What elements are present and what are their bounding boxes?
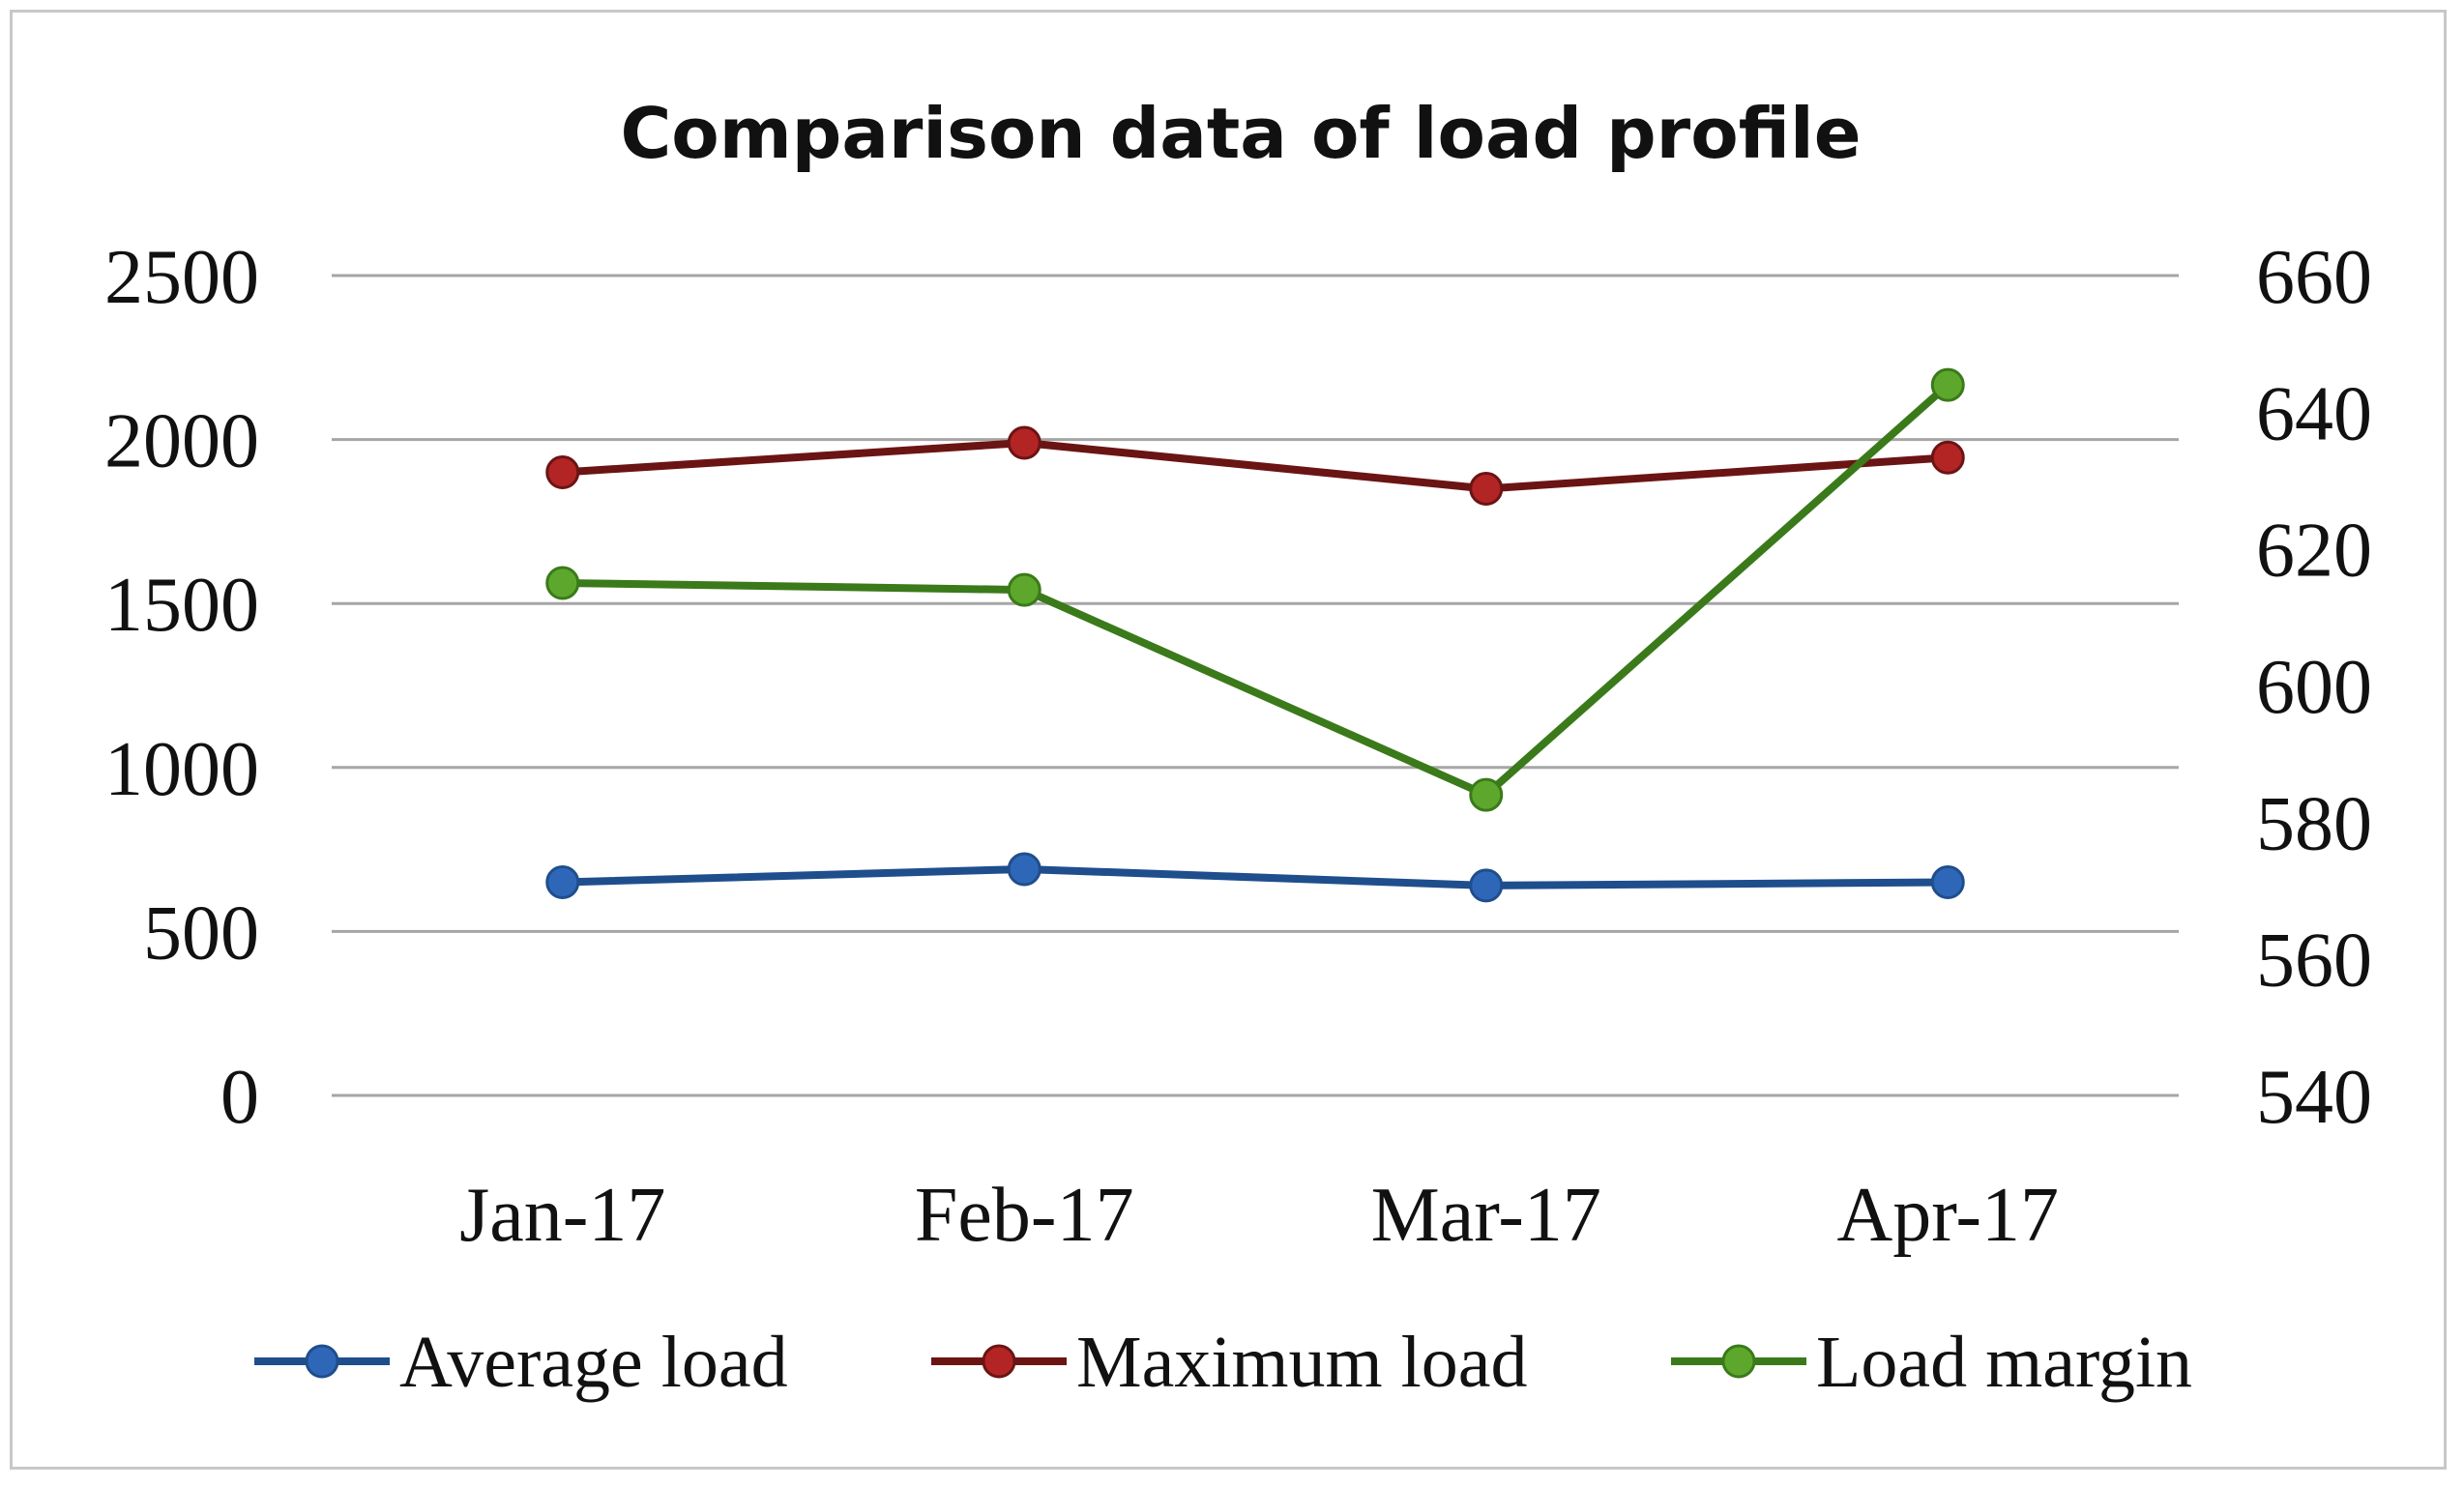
left-tick-label: 0 bbox=[220, 1055, 259, 1140]
series-layer bbox=[545, 367, 1965, 903]
left-tick-label: 500 bbox=[143, 890, 259, 976]
data-point bbox=[1007, 852, 1041, 887]
right-axis-ticks: 540 560 580 600 620 640 660 bbox=[2256, 235, 2372, 1140]
legend-item-maximum-load: Maximum load bbox=[931, 1322, 1528, 1403]
left-tick-label: 2500 bbox=[104, 235, 259, 320]
chart-title: Comparison data of load profile bbox=[620, 93, 1861, 174]
data-point bbox=[1469, 868, 1504, 903]
series-load-margin bbox=[545, 367, 1965, 812]
data-point bbox=[1930, 440, 1965, 475]
grid-layer bbox=[332, 274, 2179, 1097]
series-line bbox=[562, 864, 1949, 889]
data-point bbox=[1469, 777, 1504, 812]
data-point bbox=[1007, 572, 1041, 607]
data-point bbox=[1007, 425, 1041, 460]
right-tick-label: 620 bbox=[2256, 509, 2372, 594]
right-tick-label: 640 bbox=[2256, 371, 2372, 456]
data-point bbox=[1469, 471, 1504, 506]
series-average-load bbox=[545, 852, 1965, 903]
data-point bbox=[545, 455, 580, 490]
data-point bbox=[1930, 367, 1965, 402]
legend-marker bbox=[982, 1344, 1016, 1379]
right-tick-label: 560 bbox=[2256, 918, 2372, 1004]
series-line bbox=[562, 382, 1951, 800]
legend-label: Average load bbox=[399, 1322, 788, 1403]
legend-item-load-margin: Load margin bbox=[1671, 1322, 2192, 1403]
legend-item-average-load: Average load bbox=[254, 1322, 788, 1403]
data-point bbox=[545, 566, 580, 600]
legend: Average load Maximum load Load margin bbox=[254, 1322, 2192, 1403]
series-line bbox=[562, 438, 1949, 493]
legend-label: Load margin bbox=[1816, 1322, 2192, 1403]
chart-svg: Comparison data of load profile 0 500 1000… bbox=[104, 93, 2372, 1403]
x-tick-label: Feb-17 bbox=[915, 1173, 1134, 1258]
x-tick-label: Mar-17 bbox=[1371, 1173, 1601, 1258]
data-point bbox=[545, 865, 580, 900]
chart-frame: Comparison data of load profile 0 500 1000… bbox=[10, 10, 2447, 1470]
left-tick-label: 1000 bbox=[104, 727, 259, 812]
x-tick-label: Apr-17 bbox=[1837, 1173, 2059, 1258]
legend-marker bbox=[1721, 1344, 1756, 1379]
left-tick-label: 2000 bbox=[104, 399, 259, 484]
x-tick-label: Jan-17 bbox=[459, 1173, 665, 1258]
right-tick-label: 540 bbox=[2256, 1055, 2372, 1140]
left-axis-ticks: 0 500 1000 1500 2000 2500 bbox=[104, 235, 259, 1140]
x-axis-ticks: Jan-17 Feb-17 Mar-17 Apr-17 bbox=[459, 1173, 2059, 1258]
data-point bbox=[1930, 865, 1965, 900]
legend-label: Maximum load bbox=[1076, 1322, 1528, 1403]
right-tick-label: 580 bbox=[2256, 781, 2372, 866]
series-maximum-load bbox=[545, 425, 1965, 506]
legend-marker bbox=[305, 1344, 339, 1379]
left-tick-label: 1500 bbox=[104, 563, 259, 648]
right-tick-label: 660 bbox=[2256, 235, 2372, 320]
right-tick-label: 600 bbox=[2256, 645, 2372, 730]
